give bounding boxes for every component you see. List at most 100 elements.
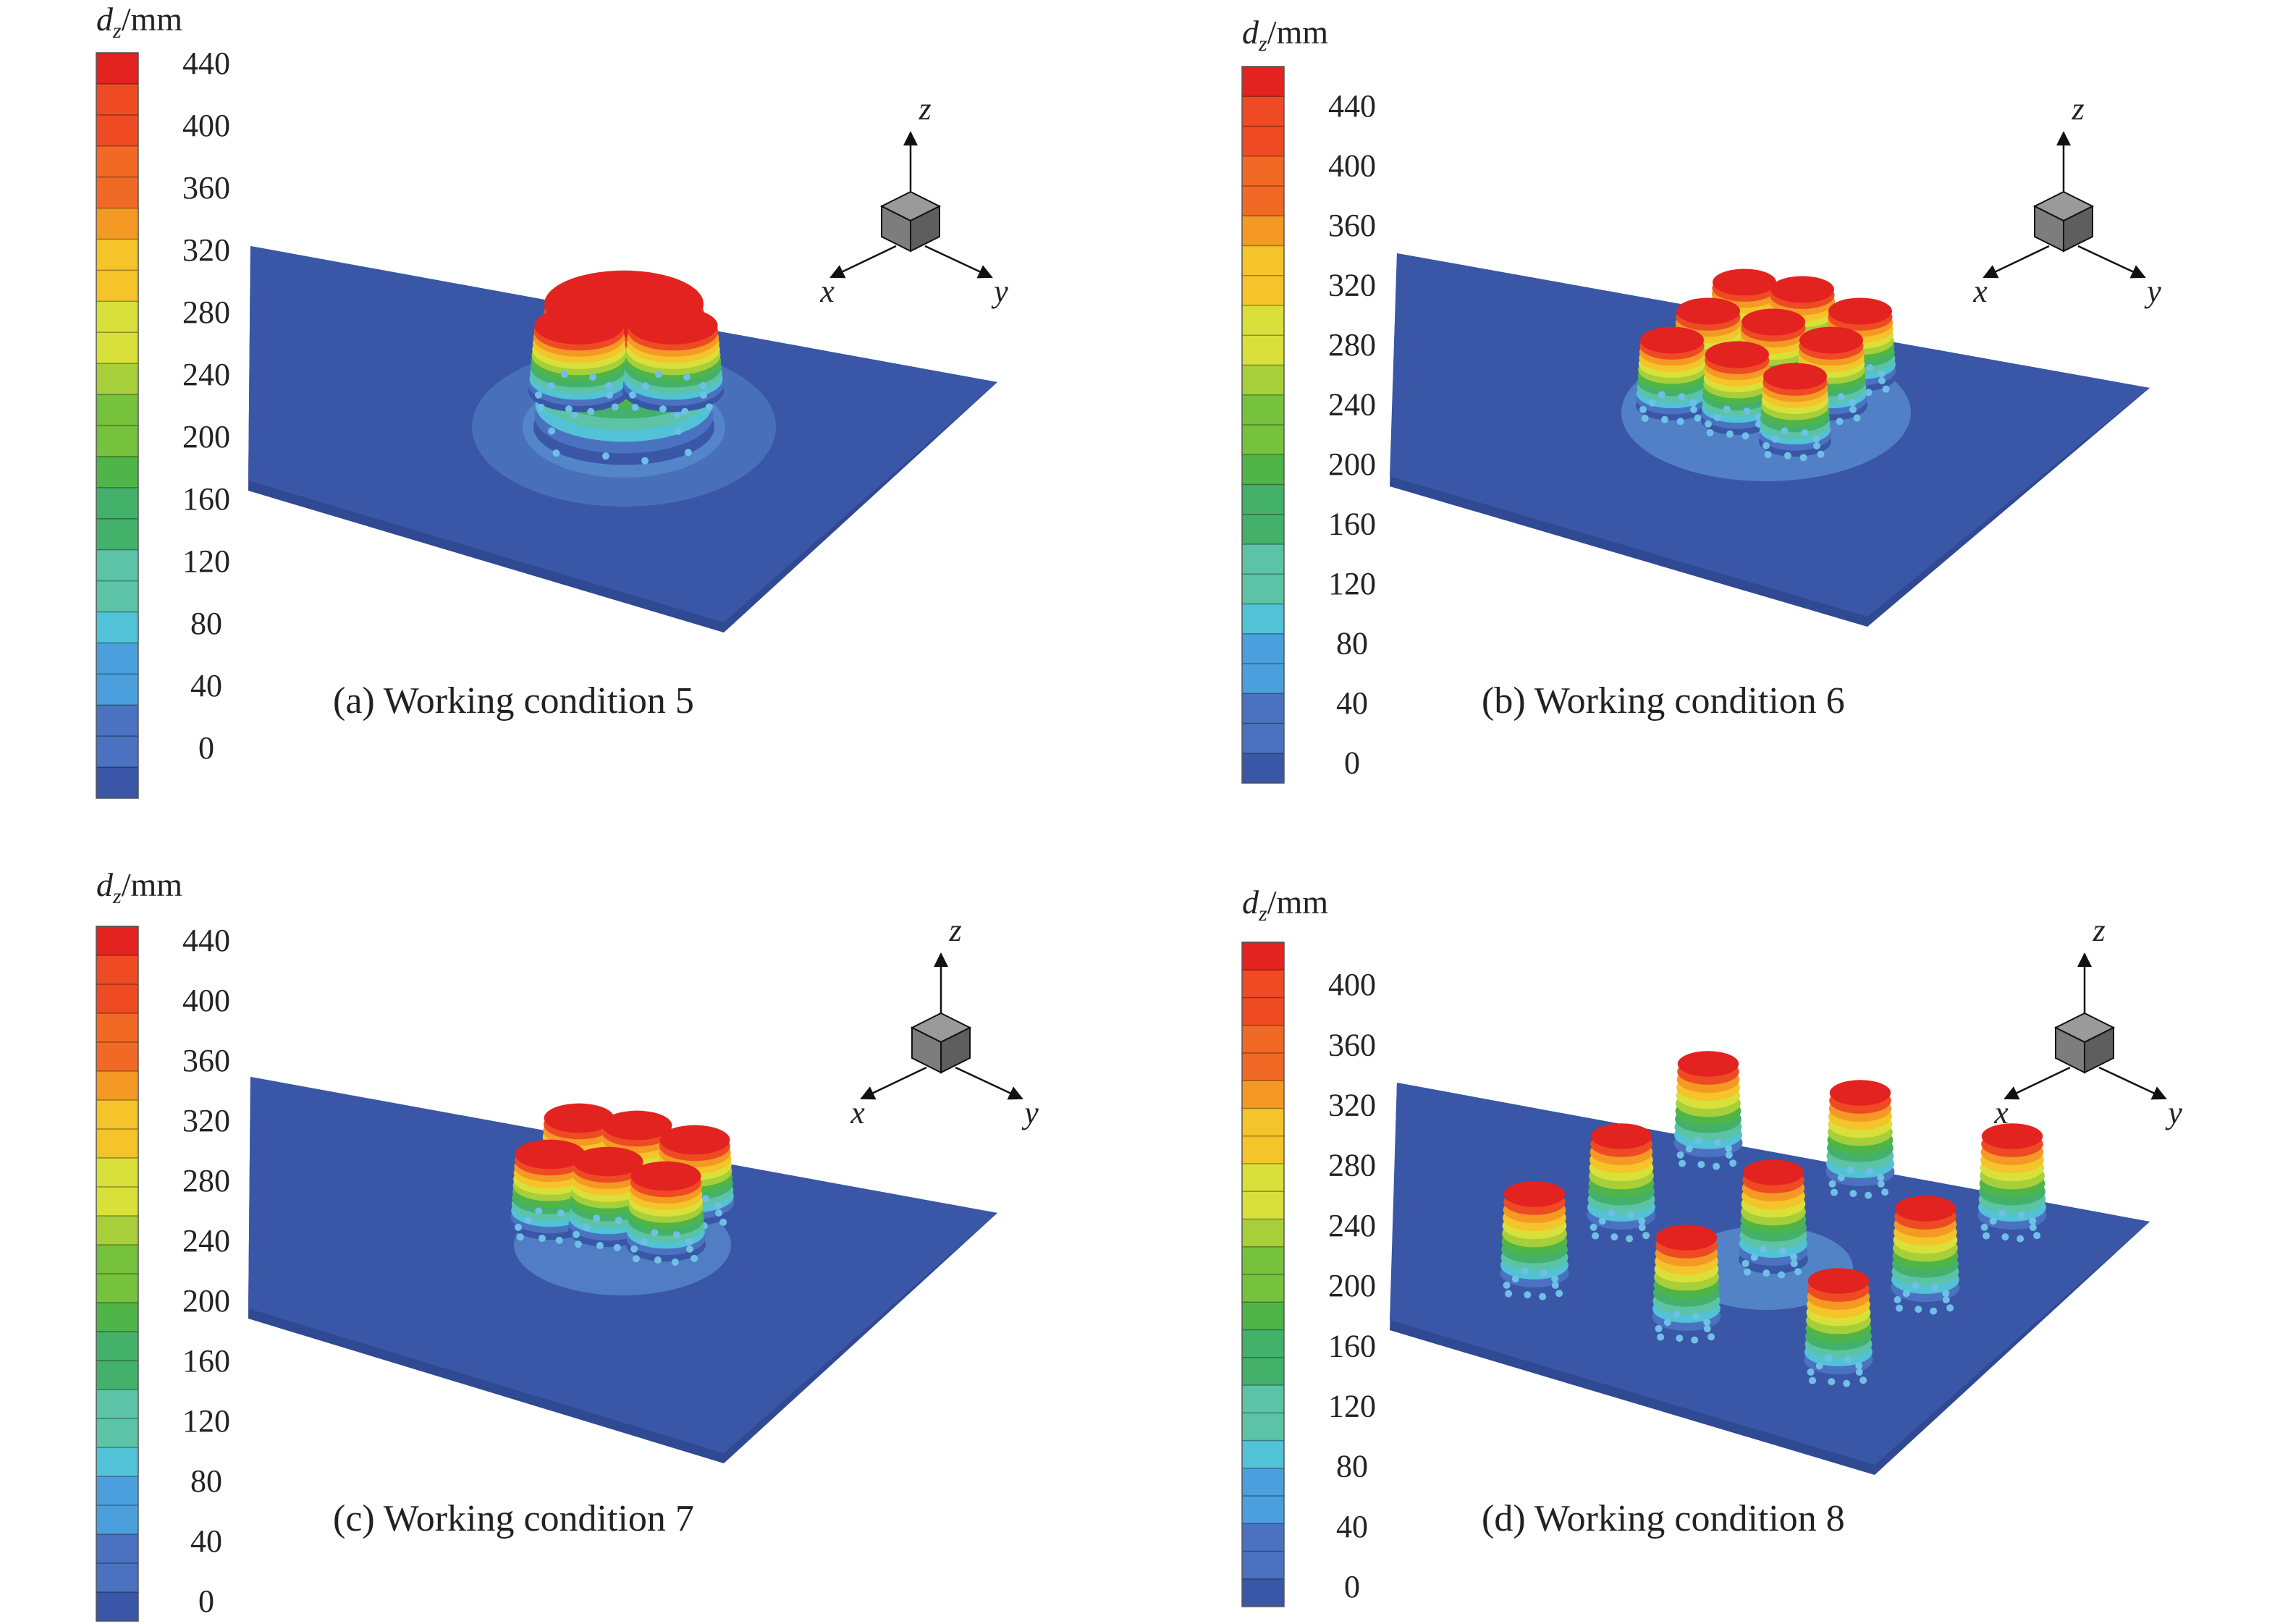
colorbar-segment — [96, 705, 138, 737]
colorbar-segment — [1242, 335, 1284, 365]
axis-triad-a: z x y — [819, 91, 1008, 309]
speckle-dot — [1778, 1247, 1786, 1255]
speckle-dot — [1893, 1295, 1901, 1303]
axis-triad-b: z x y — [1972, 91, 2161, 309]
speckle-dot — [573, 1230, 580, 1238]
colorbar-segment — [96, 1100, 138, 1130]
colorbar-tick-label: 0 — [1344, 745, 1360, 781]
axis-triad-c: z x y — [850, 913, 1039, 1130]
colorbar-tick-label: 320 — [182, 232, 230, 268]
speckle-dot — [671, 1258, 679, 1266]
speckle-dot — [631, 403, 639, 411]
colorbar-segment — [1242, 1468, 1284, 1497]
deformation-layer — [1799, 326, 1863, 354]
speckle-dot — [1713, 1138, 1721, 1146]
colorbar-segment — [96, 736, 138, 768]
colorbar-segment — [96, 580, 138, 612]
speckle-dot — [1902, 1290, 1910, 1298]
y-axis-arrow — [2077, 245, 2146, 279]
colorbar-tick-label: 400 — [1328, 967, 1376, 1002]
speckle-dot — [1896, 1304, 1904, 1312]
colorbar-segment — [1242, 753, 1284, 784]
speckle-dot — [1626, 1211, 1634, 1219]
speckle-dot — [565, 405, 573, 413]
colorbar-segment — [1242, 1025, 1284, 1054]
speckle-dot — [1859, 1376, 1867, 1384]
speckle-dot — [1521, 1267, 1529, 1275]
speckle-dot — [1807, 1368, 1815, 1376]
speckle-dot — [1914, 1306, 1922, 1314]
deformation-layer — [1763, 363, 1827, 390]
colorbar-segment — [1242, 942, 1284, 970]
speckle-dot — [1855, 1362, 1863, 1370]
deformation-layer — [544, 1103, 615, 1133]
speckle-dot — [1551, 1282, 1559, 1289]
speckle-dot — [1589, 1223, 1597, 1231]
colorbar-segment — [96, 301, 138, 333]
colorbar-segment — [96, 1447, 138, 1477]
colorbar-tick-label: 40 — [1336, 1509, 1368, 1544]
colorbar-segment — [96, 177, 138, 209]
colorbar-segment — [1242, 723, 1284, 754]
speckle-dot — [654, 371, 662, 378]
deformation-layer — [1770, 276, 1834, 303]
colorbar-segment — [96, 394, 138, 426]
speckle-dot — [1844, 1356, 1852, 1363]
colorbar-segment — [96, 1071, 138, 1101]
colorbar-segment — [1242, 1385, 1284, 1413]
speckle-dot — [672, 1231, 680, 1239]
speckle-dot — [1729, 1159, 1737, 1167]
deformation-layer — [628, 307, 718, 344]
deformation-layer — [515, 1139, 586, 1170]
colorbar-segment — [1242, 1551, 1284, 1580]
colorbar-segment — [1242, 1053, 1284, 1081]
speckle-dot — [1849, 399, 1857, 407]
deformation-layer — [1676, 297, 1740, 325]
colorbar-segment — [96, 1245, 138, 1274]
colorbar-segment — [1242, 216, 1284, 246]
colorbar-tick-label: 280 — [1328, 327, 1376, 363]
speckle-dot — [1741, 432, 1749, 440]
colorbar-segment — [96, 1042, 138, 1072]
colorbar-segment — [1242, 484, 1284, 515]
speckle-dot — [683, 373, 691, 381]
y-axis-arrow — [955, 1066, 1023, 1100]
speckle-dot — [515, 1223, 523, 1231]
colorbar-tick-label: 200 — [1328, 447, 1376, 482]
colorbar-segment — [1242, 1274, 1284, 1303]
speckle-dot — [1663, 1319, 1671, 1327]
colorbar-tick-label: 0 — [198, 730, 214, 766]
speckle-dot — [582, 1223, 590, 1231]
panel-caption-b: (b) Working condition 6 — [1482, 680, 1845, 722]
colorbar-tick-label: 320 — [1328, 268, 1376, 303]
colorbar-title: dz/mm — [1242, 884, 1328, 926]
speckle-dot — [1878, 370, 1886, 378]
colorbar-tick-label: 120 — [1328, 1388, 1376, 1424]
speckle-dot — [1762, 1269, 1770, 1277]
speckle-dot — [1849, 1190, 1857, 1198]
speckle-dot — [1638, 1224, 1646, 1231]
speckle-dot — [1912, 1282, 1920, 1290]
speckle-dot — [606, 392, 613, 399]
colorbar-tick-label: 160 — [1328, 507, 1376, 542]
colorbar-tick-label: 200 — [182, 419, 230, 454]
speckle-dot — [1641, 415, 1649, 423]
colorbar-tick-label: 240 — [182, 357, 230, 392]
speckle-dot — [675, 428, 682, 435]
axis-triad-d: z x y — [1993, 913, 2182, 1130]
deformation-layer — [573, 1146, 643, 1177]
speckle-dot — [588, 373, 596, 381]
speckle-dot — [2029, 1224, 2037, 1231]
speckle-dot — [684, 449, 692, 457]
speckle-dot — [613, 1243, 621, 1251]
speckle-dot — [1778, 1271, 1786, 1279]
speckle-dot — [1655, 1324, 1663, 1332]
speckle-dot — [537, 403, 545, 411]
speckle-dot — [1843, 1379, 1851, 1387]
speckle-dot — [524, 1216, 532, 1224]
speckle-dot — [1551, 1275, 1559, 1283]
colorbar-segment — [1242, 394, 1284, 426]
speckle-dot — [1539, 1293, 1547, 1301]
colorbar-tick-label: 0 — [1344, 1569, 1360, 1604]
speckle-dot — [640, 1238, 648, 1246]
